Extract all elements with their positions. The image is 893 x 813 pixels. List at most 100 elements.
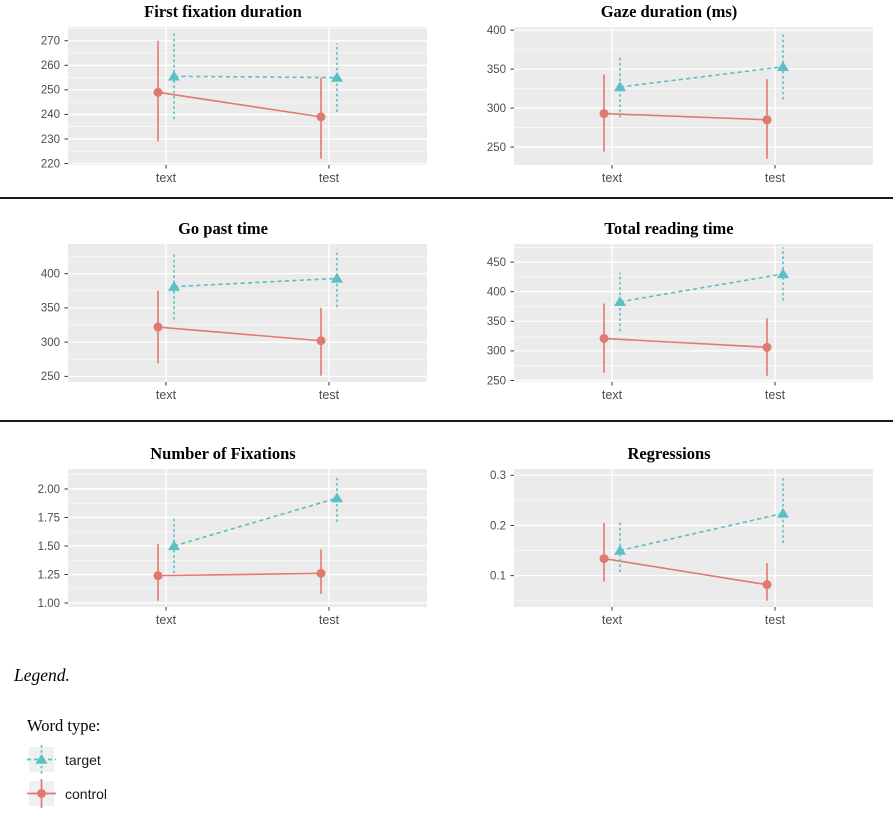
chart-canvas-go-past-time: 250 300 350 400 text test: [41, 244, 427, 402]
series-control: [599, 303, 772, 376]
data-point-target: [614, 81, 627, 92]
y-tick-label: 1.75: [38, 512, 60, 524]
series-control: [153, 40, 326, 159]
data-point-control: [153, 87, 163, 97]
x-tick-label: test: [765, 613, 786, 627]
series-target: [614, 247, 789, 332]
y-tick-label: 2.00: [38, 484, 60, 496]
series-target: [614, 33, 789, 118]
data-point-target: [776, 61, 789, 71]
chart-cell-number-of-fixations: Number of Fixations 1.00 1.25 1.50 1.75 2.00…: [0, 442, 446, 639]
data-point-control: [762, 580, 772, 590]
x-tick-label: text: [156, 388, 177, 402]
chart-title: First fixation duration: [144, 2, 302, 21]
x-tick-label: text: [156, 171, 177, 185]
legend-item-control: control: [27, 779, 893, 808]
data-point-control: [316, 568, 326, 578]
data-point-target: [168, 540, 181, 551]
y-tick-label: 350: [487, 316, 506, 328]
series-line: [173, 277, 338, 288]
chart-canvas-gaze-duration: 250 300 350 400 text test: [487, 25, 873, 185]
series-line: [157, 572, 322, 577]
chart-title: Go past time: [178, 219, 268, 238]
series-line: [174, 75, 337, 79]
legend-marker-glyph: [37, 789, 46, 798]
data-point-control: [153, 322, 163, 332]
chart-cell-gaze-duration: Gaze duration (ms) 250 300 350 400 text test: [446, 0, 892, 197]
data-point-target: [614, 296, 627, 306]
data-point-control: [599, 554, 609, 564]
data-point-target: [330, 272, 343, 283]
x-tick-label: test: [765, 171, 786, 185]
x-tick-label: test: [319, 613, 340, 627]
control-key-icon: [27, 779, 56, 808]
legend-section: Legend. Word type: target control: [0, 647, 893, 808]
series-target: [168, 249, 343, 320]
chart-title: Regressions: [627, 444, 711, 463]
series-line: [619, 65, 784, 88]
series-control: [153, 543, 326, 601]
data-point-control: [599, 333, 609, 343]
y-tick-label: 400: [487, 286, 506, 298]
y-tick-label: 350: [41, 303, 60, 315]
y-tick-label: 220: [41, 158, 60, 170]
plot-panel: [514, 27, 873, 165]
series-control: [599, 522, 772, 601]
target-key-icon: [27, 745, 56, 774]
series-line: [157, 326, 322, 342]
plot-panel: [514, 244, 873, 382]
series-line: [603, 557, 768, 586]
data-point-target: [168, 70, 181, 81]
legend-label-control: control: [65, 785, 108, 802]
row-separator: [0, 197, 893, 199]
chart-cell-first-fixation-duration: First fixation duration 220 230 240 250 260 2…: [0, 0, 446, 197]
legend-marker-glyph: [35, 753, 48, 764]
x-tick-label: text: [602, 613, 623, 627]
plot-panel: [514, 469, 873, 607]
y-tick-label: 270: [41, 36, 60, 48]
legend-box: Word type: target control: [27, 716, 893, 808]
data-point-control: [316, 336, 326, 346]
y-tick-label: 300: [487, 103, 506, 115]
data-point-target: [168, 281, 181, 291]
x-tick-label: test: [319, 171, 340, 185]
legend-label-target: target: [65, 751, 101, 768]
y-tick-label: 1.25: [38, 569, 60, 581]
y-tick-label: 400: [41, 268, 60, 280]
series-line: [157, 91, 322, 118]
legend-title: Word type:: [27, 716, 101, 735]
legend-item-target: target: [27, 745, 893, 774]
chart-title: Gaze duration (ms): [600, 2, 738, 21]
y-tick-label: 0.3: [490, 470, 506, 482]
chart-cell-regressions: Regressions 0.1 0.2 0.3 text test: [446, 442, 892, 639]
series-line: [603, 337, 768, 349]
charts-row-3: Number of Fixations 1.00 1.25 1.50 1.75 2.00…: [0, 422, 893, 647]
chart-canvas-first-fixation-duration: 220 230 240 250 260 270 text test: [41, 27, 427, 185]
charts-row-1: First fixation duration 220 230 240 250 260 2…: [0, 0, 893, 197]
x-tick-label: text: [156, 613, 177, 627]
series-control: [599, 74, 772, 159]
y-tick-label: 400: [487, 25, 506, 37]
series-control: [153, 290, 326, 376]
y-tick-label: 350: [487, 64, 506, 76]
legend-caption: Legend.: [14, 665, 70, 685]
chart-cell-go-past-time: Go past time 250 300 350 400 text test: [0, 217, 446, 414]
data-point-target: [776, 507, 789, 518]
chart-canvas-total-reading-time: 250 300 350 400 450 text test: [487, 244, 873, 402]
series-line: [619, 273, 784, 303]
data-point-target: [614, 544, 627, 555]
x-tick-label: test: [319, 388, 340, 402]
y-tick-label: 250: [487, 142, 506, 154]
plot-panel: [68, 27, 427, 165]
y-tick-label: 250: [41, 371, 60, 383]
y-tick-label: 300: [487, 346, 506, 358]
plot-panel: [68, 244, 427, 382]
charts-row-2: Go past time 250 300 350 400 text test Total …: [0, 199, 893, 420]
y-tick-label: 250: [41, 85, 60, 97]
y-tick-label: 1.50: [38, 541, 60, 553]
series-target: [614, 475, 789, 573]
data-point-control: [762, 115, 772, 125]
x-tick-label: test: [765, 388, 786, 402]
chart-title: Total reading time: [604, 219, 734, 238]
